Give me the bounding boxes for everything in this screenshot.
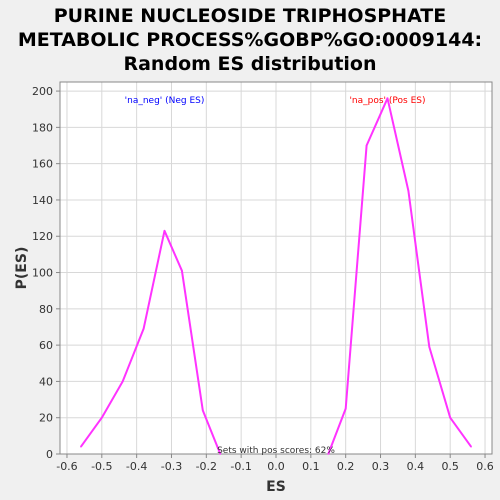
series-point	[428, 346, 431, 348]
chart-title: PURINE NUCLEOSIDE TRIPHOSPHATE METABOLIC…	[0, 4, 500, 76]
x-tick-label: 0.2	[337, 460, 355, 473]
x-tick-label: -0.1	[230, 460, 251, 473]
x-tick-label: 0.3	[372, 460, 390, 473]
series-point	[101, 416, 103, 419]
chart-title-line-1: PURINE NUCLEOSIDE TRIPHOSPHATE	[53, 5, 447, 27]
y-tick-label: 140	[32, 194, 53, 207]
x-tick-label: -0.2	[196, 460, 217, 473]
series-line	[327, 97, 472, 455]
annotation-label: 'na_pos' (Pos ES)	[349, 96, 425, 106]
x-tick-label: 0.0	[267, 460, 285, 473]
y-tick-label: 40	[39, 375, 53, 388]
y-tick-label: 80	[39, 303, 53, 316]
y-tick-label: 180	[32, 121, 53, 134]
x-tick-label: -0.5	[91, 460, 112, 473]
x-axis-label: ES	[266, 479, 286, 495]
chart-title-line-2: METABOLIC PROCESS%GOBP%GO:0009144:	[17, 29, 483, 51]
y-tick-label: 160	[32, 158, 53, 171]
series-point	[80, 445, 82, 448]
series-point	[163, 230, 166, 232]
series-point	[449, 416, 451, 419]
annotation-label: Sets with pos scores: 62%	[217, 446, 335, 456]
series-point	[365, 144, 368, 147]
series-point	[327, 453, 330, 455]
series-point	[121, 380, 124, 383]
series-point	[407, 190, 410, 192]
gridlines	[60, 82, 492, 455]
y-tick-label: 100	[32, 267, 53, 280]
y-tick-label: 200	[32, 85, 53, 98]
series-point	[470, 445, 472, 448]
chart-title-line-3: Random ES distribution	[123, 53, 377, 75]
y-axis-label: P(ES)	[14, 247, 30, 290]
x-tick-label: 0.6	[476, 460, 494, 473]
y-tick-label: 120	[32, 230, 53, 243]
series-line	[80, 229, 222, 455]
x-tick-label: 0.4	[407, 460, 425, 473]
series-point	[142, 327, 145, 330]
annotation-label: 'na_neg' (Neg ES)	[125, 96, 205, 106]
x-tick-label: 0.1	[302, 460, 320, 473]
x-tick-label: 0.5	[441, 460, 459, 473]
annotations-layer: 'na_neg' (Neg ES) 'na_pos' (Pos ES) Sets w…	[125, 96, 426, 456]
x-tick-label: -0.6	[56, 460, 77, 473]
series-point	[344, 407, 347, 410]
series-point	[202, 409, 204, 412]
series-layer	[80, 97, 472, 455]
x-tick-label: -0.4	[126, 460, 147, 473]
y-axis-ticks: 0 20 40 60 80 100 120 140 160 180 200	[32, 85, 60, 461]
y-tick-label: 0	[46, 448, 53, 461]
y-tick-label: 60	[39, 339, 53, 352]
series-point	[386, 97, 389, 100]
series-point	[181, 269, 183, 272]
y-tick-label: 20	[39, 412, 53, 425]
x-axis-ticks: -0.6 -0.5 -0.4 -0.3 -0.2 -0.1 0.0 0.1 0.2 0.3 0.4 0…	[56, 454, 494, 473]
x-tick-label: -0.3	[161, 460, 182, 473]
series-point	[219, 453, 222, 455]
